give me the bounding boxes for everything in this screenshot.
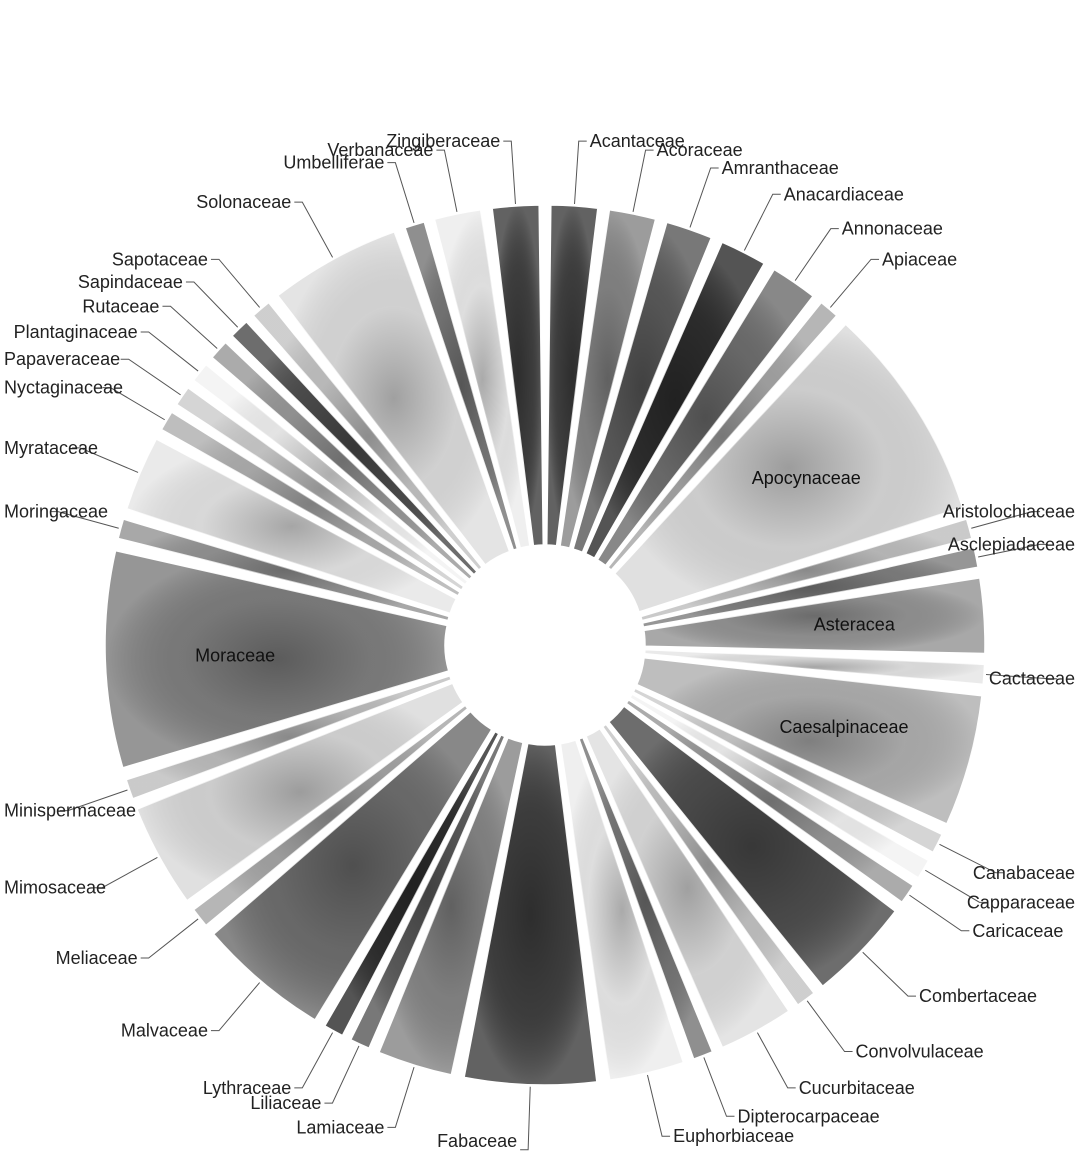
slice-label-rutaceae: Rutaceae xyxy=(82,296,159,316)
slice-label-apiaceae: Apiaceae xyxy=(882,249,957,269)
slice-label-liliaceae: Liliaceae xyxy=(250,1093,321,1113)
slice-label-convolvulaceae: Convolvulaceae xyxy=(856,1042,984,1062)
leader-line-sapotaceae xyxy=(210,258,261,308)
slice-label-cactaceae: Cactaceae xyxy=(989,669,1075,689)
slice-label-annonaceae: Annonaceae xyxy=(842,219,943,239)
slice-label-meliaceae: Meliaceae xyxy=(56,948,138,968)
slice-label-sapindaceae: Sapindaceae xyxy=(78,272,183,292)
slice-label-malvaceae: Malvaceae xyxy=(121,1021,208,1041)
leader-line-meliaceae xyxy=(140,918,199,959)
slice-label-plantaginaceae: Plantaginaceae xyxy=(14,322,138,342)
leader-line-acantaceae xyxy=(574,140,587,205)
leader-line-papaveraceae xyxy=(120,358,181,396)
leader-line-plantaginaceae xyxy=(140,331,199,372)
leader-line-annonaceae xyxy=(794,228,839,281)
slice-label-acantaceae: Acantaceae xyxy=(590,131,685,151)
slice-label-asclepiadaceae: Asclepiadaceae xyxy=(948,534,1075,554)
leader-line-euphorbiaceae xyxy=(646,1074,671,1137)
leader-line-fabaceae xyxy=(520,1086,531,1151)
slice-label-combertaceae: Combertaceae xyxy=(919,986,1037,1006)
leader-line-umbelliferae xyxy=(387,162,415,223)
leader-line-cactaceae xyxy=(985,674,1057,680)
slice-label-myrataceae: Myrataceae xyxy=(4,438,98,458)
leader-line-zingiberaceae xyxy=(503,140,516,205)
leader-line-sapindaceae xyxy=(185,281,239,328)
slice-label-nyctaginaceae: Nyctaginaceae xyxy=(4,378,123,398)
slice-label-apocynaceae: Apocynaceae xyxy=(752,468,861,488)
slice-label-umbelliferae: Umbelliferae xyxy=(283,153,384,173)
slice-label-euphorbiaceae: Euphorbiaceae xyxy=(673,1126,794,1146)
leader-line-lamiaceae xyxy=(387,1067,415,1128)
leader-line-apiaceae xyxy=(829,258,880,308)
slice-label-anacardiaceae: Anacardiaceae xyxy=(784,184,904,204)
leader-line-dipterocarpaceae xyxy=(703,1057,735,1117)
slice-label-dipterocarpaceae: Dipterocarpaceae xyxy=(738,1106,880,1126)
leader-line-caricaceae xyxy=(909,894,970,932)
slice-label-sapotaceae: Sapotaceae xyxy=(112,249,208,269)
slice-label-cucurbitaceae: Cucurbitaceae xyxy=(799,1078,915,1098)
slice-label-asteracea: Asteracea xyxy=(814,614,896,634)
leader-line-asclepiadaceae xyxy=(978,543,1048,558)
slice-label-aristolochiaceae: Aristolochiaceae xyxy=(943,502,1075,522)
slice-label-lamiaceae: Lamiaceae xyxy=(296,1117,384,1137)
slice-label-acoraceae: Acoraceae xyxy=(657,140,743,160)
slice-label-fabaceae: Fabaceae xyxy=(437,1131,517,1151)
leader-line-solonaceae xyxy=(294,201,334,258)
slice-label-zingiberaceae: Zingiberaceae xyxy=(386,131,500,151)
leader-line-liliaceae xyxy=(324,1045,360,1104)
leader-line-amranthaceae xyxy=(689,167,719,228)
leader-line-cucurbitaceae xyxy=(756,1032,796,1089)
slice-label-amranthaceae: Amranthaceae xyxy=(722,158,839,178)
slice-label-papaveraceae: Papaveraceae xyxy=(4,349,120,369)
slice-label-minispermaceae: Minispermaceae xyxy=(4,801,136,821)
slice-label-canabaceae: Canabaceae xyxy=(973,863,1075,883)
leader-line-combertaceae xyxy=(862,951,917,997)
leader-line-moringaceae xyxy=(49,511,119,529)
slice-label-moraceae: Moraceae xyxy=(195,645,275,665)
slice-label-solonaceae: Solonaceae xyxy=(196,192,291,212)
slice-label-moringaceae: Moringaceae xyxy=(4,502,108,522)
slice-label-capparaceae: Capparaceae xyxy=(967,892,1075,912)
leader-line-capparaceae xyxy=(925,869,988,903)
slice-label-caesalpinaceae: Caesalpinaceae xyxy=(779,717,908,737)
leader-line-rutaceae xyxy=(162,305,218,349)
leader-line-verbanaceae xyxy=(436,149,458,212)
leader-line-anacardiaceae xyxy=(743,193,781,251)
leader-lines xyxy=(49,140,1057,1151)
leader-line-acoraceae xyxy=(632,149,654,212)
leader-line-malvaceae xyxy=(210,982,261,1032)
leader-line-minispermaceae xyxy=(59,789,128,812)
leader-line-lythraceae xyxy=(294,1032,334,1089)
slice-label-mimosaceae: Mimosaceae xyxy=(4,878,106,898)
leader-line-myrataceae xyxy=(72,447,139,473)
slice-label-caricaceae: Caricaceae xyxy=(972,921,1063,941)
leader-line-convolvulaceae xyxy=(806,1000,853,1053)
slice-label-verbanaceae: Verbanaceae xyxy=(327,140,433,160)
leader-line-aristolochiaceae xyxy=(971,511,1041,529)
slice-label-lythraceae: Lythraceae xyxy=(203,1078,291,1098)
leader-line-mimosaceae xyxy=(94,856,158,889)
leader-line-canabaceae xyxy=(939,843,1004,874)
leader-line-nyctaginaceae xyxy=(102,387,165,421)
